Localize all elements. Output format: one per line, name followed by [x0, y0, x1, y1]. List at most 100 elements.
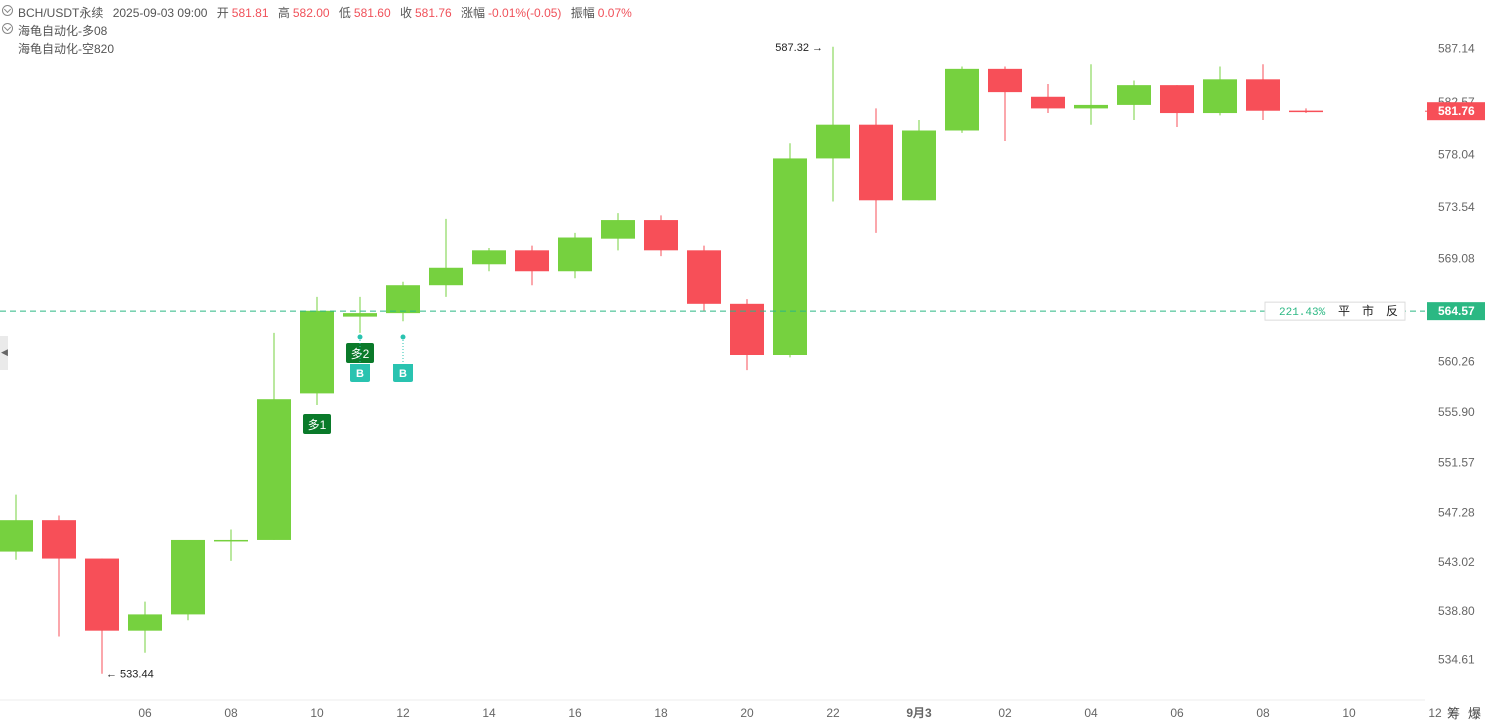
high-annotation: 587.32 →: [775, 42, 823, 54]
indicator-1[interactable]: 海龟自动化-多08: [2, 22, 107, 39]
candle-body: [1160, 85, 1194, 114]
amplitude-label: 振幅: [570, 6, 595, 20]
candle: [472, 247, 506, 272]
time-tick-label: 02: [998, 706, 1012, 720]
position-price-label: 564.57: [1438, 304, 1475, 318]
time-tick-label: 06: [1170, 706, 1184, 720]
price-tick-label: 543.02: [1438, 555, 1475, 569]
candle-body: [945, 68, 979, 131]
time-tick-label: 9月3: [906, 706, 932, 720]
candle-body: [1289, 110, 1323, 113]
candle: [1203, 66, 1237, 116]
candle: [1031, 83, 1065, 114]
datetime-label: 2025-09-03 09:00: [112, 6, 208, 20]
candle: [171, 539, 205, 621]
time-tick-label: 06: [138, 706, 152, 720]
time-tick-label: 18: [654, 706, 668, 720]
time-tick-label: 10: [310, 706, 324, 720]
open-label: 开: [216, 6, 229, 20]
close-value: 581.76: [414, 6, 452, 20]
candle-body: [1246, 79, 1280, 111]
change-label: 涨幅: [461, 6, 486, 20]
candle-body: [343, 313, 377, 317]
candle: [859, 108, 893, 233]
price-axis[interactable]: 587.14582.57578.04573.54569.08564.57560.…: [1438, 42, 1475, 667]
collapse-icon[interactable]: [2, 5, 13, 16]
time-tick-label: 12: [1428, 706, 1442, 720]
low-annotation: ← 533.44: [106, 669, 154, 681]
time-tick-label: 08: [224, 706, 238, 720]
symbol-label[interactable]: BCH/USDT永续: [18, 6, 104, 20]
candle-body: [300, 310, 334, 394]
indicator-2-label: 海龟自动化-空820: [18, 42, 115, 56]
high-label: 高: [277, 6, 290, 20]
candle-body: [687, 250, 721, 304]
candle: [300, 296, 334, 406]
candle: [0, 494, 33, 560]
price-tick-label: 569.08: [1438, 252, 1475, 266]
close-label: 收: [399, 6, 412, 20]
candle: [42, 515, 76, 637]
candle: [644, 215, 678, 257]
price-tick-label: 573.54: [1438, 200, 1475, 214]
candle-body: [1031, 96, 1065, 109]
chips-button: 筹: [1447, 706, 1460, 721]
candle-body: [1203, 79, 1237, 114]
candle: [85, 558, 119, 674]
candle: [343, 296, 377, 333]
candle-body: [429, 267, 463, 286]
low-value: 581.60: [353, 6, 391, 20]
high-value: 582.00: [292, 6, 330, 20]
candle-body: [42, 520, 76, 559]
candles-group: [0, 46, 1323, 674]
current-price-label: 581.76: [1438, 104, 1475, 118]
long-1-label: 多1: [308, 418, 327, 432]
time-tick-label: 14: [482, 706, 496, 720]
candle-body: [85, 558, 119, 631]
time-axis[interactable]: 06 08 10 12 14 16 18 20 22 9月3 02 04 06 08 10 12: [138, 706, 1442, 720]
liquidation-button: 爆: [1468, 706, 1481, 721]
candle: [601, 213, 635, 251]
candle: [988, 66, 1022, 141]
left-panel-handle[interactable]: ◀: [0, 336, 8, 370]
candle-body: [515, 250, 549, 272]
position-pnl: 221.43%: [1279, 307, 1326, 319]
candle: [773, 143, 807, 358]
candle: [1289, 108, 1323, 114]
time-tick-label: 10: [1342, 706, 1356, 720]
time-tick-label: 12: [396, 706, 410, 720]
buy-badge: [393, 364, 413, 382]
candle: [214, 529, 248, 561]
candle: [816, 46, 850, 202]
time-tick-label: 22: [826, 706, 840, 720]
candle: [687, 245, 721, 311]
overlay-group: 221.43% 平市反 564.57 581.76 587.32 → ← 533.44 多1…: [0, 42, 1485, 721]
ohlc-header: BCH/USDT永续 2025-09-03 09:00 开 581.81 高 582…: [2, 4, 632, 21]
low-label: 低: [338, 6, 351, 20]
open-value: 581.81: [231, 6, 269, 20]
candle-body: [644, 220, 678, 251]
candle: [429, 218, 463, 297]
candle-body: [128, 614, 162, 631]
candle-body: [0, 520, 33, 552]
price-tick-label: 578.04: [1438, 147, 1475, 161]
candle-body: [816, 124, 850, 159]
time-tick-label: 04: [1084, 706, 1098, 720]
chevron-left-icon: ◀: [1, 347, 8, 357]
candle-body: [558, 237, 592, 272]
indicator-2[interactable]: 海龟自动化-空820: [18, 40, 114, 57]
price-tick-label: 547.28: [1438, 505, 1475, 519]
candle: [257, 332, 291, 540]
market-close-button: 市: [1362, 303, 1374, 318]
candle: [128, 601, 162, 653]
close-position-button: 平: [1338, 304, 1350, 318]
position-price-badge: [1427, 302, 1485, 321]
candle: [945, 66, 979, 133]
collapse-icon[interactable]: [2, 23, 13, 34]
price-tick-label: 551.57: [1438, 455, 1475, 469]
price-tick-label: 538.80: [1438, 604, 1475, 618]
candle: [1160, 85, 1194, 128]
candle: [515, 245, 549, 286]
change-value: -0.01%(-0.05): [488, 6, 562, 20]
